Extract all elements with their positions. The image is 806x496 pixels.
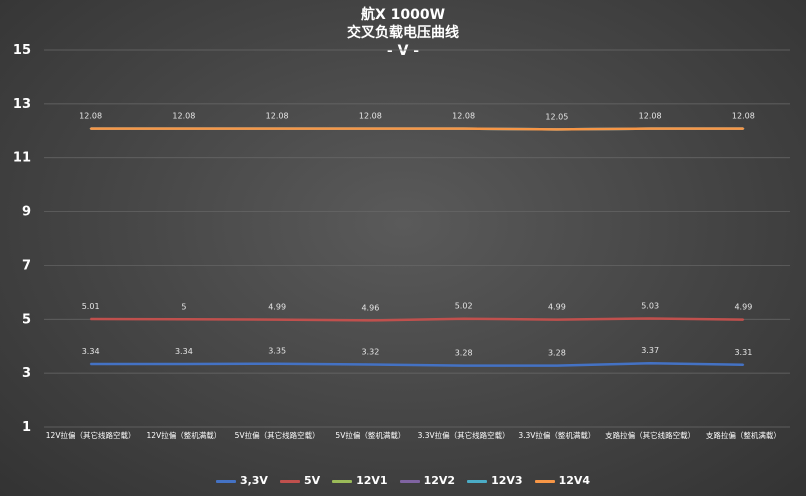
data-label: 3.34 bbox=[82, 347, 100, 356]
y-tick-label: 1 bbox=[22, 420, 31, 435]
data-point bbox=[649, 362, 651, 364]
legend-swatch bbox=[332, 479, 353, 483]
data-point bbox=[462, 127, 465, 130]
data-point bbox=[183, 318, 185, 321]
legend-label: 5V bbox=[303, 474, 321, 487]
legend-swatch bbox=[534, 479, 555, 483]
y-tick-label: 13 bbox=[13, 97, 31, 112]
data-point bbox=[183, 363, 185, 365]
y-tick-label: 7 bbox=[22, 258, 31, 273]
x-tick-label: 12V拉偏（其它线路空载） bbox=[46, 430, 136, 440]
legend-label: 12V4 bbox=[558, 474, 591, 487]
legend-label: 12V3 bbox=[491, 474, 523, 487]
data-point bbox=[742, 363, 745, 366]
data-label: 4.99 bbox=[548, 303, 566, 312]
legend-item: 12V1 bbox=[332, 474, 388, 487]
data-label: 5.01 bbox=[82, 302, 100, 311]
data-point bbox=[649, 317, 651, 320]
data-point bbox=[89, 127, 92, 130]
data-label: 12.08 bbox=[172, 112, 195, 121]
y-tick-label: 9 bbox=[22, 205, 31, 220]
data-point bbox=[462, 364, 465, 367]
data-point bbox=[556, 128, 558, 131]
data-label: 4.99 bbox=[734, 303, 752, 312]
legend-swatch bbox=[279, 479, 300, 483]
data-point bbox=[89, 318, 92, 320]
data-point bbox=[556, 318, 558, 321]
y-tick-label: 3 bbox=[22, 366, 31, 381]
data-point bbox=[276, 362, 278, 365]
data-label: 12.08 bbox=[79, 112, 102, 121]
legend-swatch bbox=[467, 479, 488, 483]
data-label: 3.34 bbox=[175, 347, 193, 356]
y-tick-label: 15 bbox=[13, 43, 31, 58]
x-tick-label: 5V拉偏（其它线路空载） bbox=[235, 430, 320, 440]
data-point bbox=[369, 363, 372, 366]
data-point bbox=[276, 127, 278, 130]
data-label: 5 bbox=[181, 302, 186, 311]
chart-subtitle: 交叉负载电压曲线 bbox=[347, 25, 459, 41]
data-point bbox=[89, 363, 92, 365]
data-label: 5.03 bbox=[641, 301, 659, 310]
data-point bbox=[742, 318, 745, 321]
data-label: 3.32 bbox=[361, 348, 379, 357]
data-label: 4.99 bbox=[268, 303, 286, 312]
x-tick-label: 支路拉偏（整机满载） bbox=[706, 430, 781, 440]
data-label: 12.08 bbox=[639, 112, 662, 121]
legend-item: 12V2 bbox=[399, 474, 456, 487]
data-point bbox=[369, 127, 372, 130]
data-point bbox=[276, 318, 278, 321]
data-label: 3.35 bbox=[268, 347, 286, 356]
data-label: 12.08 bbox=[266, 112, 289, 121]
chart-unit-label: - V - bbox=[386, 43, 420, 59]
data-point bbox=[183, 127, 185, 130]
legend-item: 12V3 bbox=[467, 474, 523, 487]
data-point bbox=[556, 364, 558, 367]
data-point bbox=[369, 319, 372, 322]
legend-swatch bbox=[215, 479, 236, 483]
series-line-3,3V bbox=[90, 361, 744, 367]
data-label: 12.08 bbox=[359, 112, 382, 121]
x-tick-label: 3.3V拉偏（其它线路空载） bbox=[418, 430, 510, 440]
data-label: 12.08 bbox=[452, 112, 475, 121]
legend-label: 12V2 bbox=[423, 474, 456, 487]
x-tick-label: 3.3V拉偏（整机满载） bbox=[518, 430, 595, 440]
data-label: 3.37 bbox=[641, 346, 659, 355]
legend-item: 12V4 bbox=[534, 474, 591, 487]
data-label: 5.02 bbox=[455, 302, 473, 311]
data-point bbox=[649, 127, 651, 130]
legend-item: 3,3V bbox=[215, 474, 268, 487]
legend-item: 5V bbox=[279, 474, 321, 487]
series-line-5V bbox=[90, 317, 744, 322]
series-line-12V4 bbox=[90, 127, 744, 131]
legend-label: 3,3V bbox=[239, 474, 268, 487]
legend-swatch bbox=[399, 479, 420, 483]
legend: 3,3V 5V 12V1 12V2 12V3 12V4 bbox=[0, 474, 806, 487]
data-label: 3.28 bbox=[548, 349, 566, 358]
x-tick-label: 支路拉偏（其它线路空载） bbox=[605, 430, 695, 440]
x-tick-label: 12V拉偏（整机满载） bbox=[147, 430, 222, 440]
data-point bbox=[742, 127, 745, 130]
data-label: 12.05 bbox=[545, 112, 568, 121]
data-label: 4.96 bbox=[361, 303, 379, 312]
legend-label: 12V1 bbox=[356, 474, 388, 487]
chart-title: 航X 1000W bbox=[360, 7, 446, 23]
y-tick-label: 5 bbox=[22, 312, 31, 327]
y-tick-label: 11 bbox=[13, 151, 31, 166]
data-point bbox=[462, 317, 465, 320]
data-label: 12.08 bbox=[732, 112, 755, 121]
x-tick-label: 5V拉偏（整机满载） bbox=[335, 430, 405, 440]
chart-title-block: 航X 1000W 交叉负载电压曲线 - V - bbox=[0, 6, 806, 60]
data-label: 3.31 bbox=[734, 348, 752, 357]
data-label: 3.28 bbox=[455, 349, 473, 358]
